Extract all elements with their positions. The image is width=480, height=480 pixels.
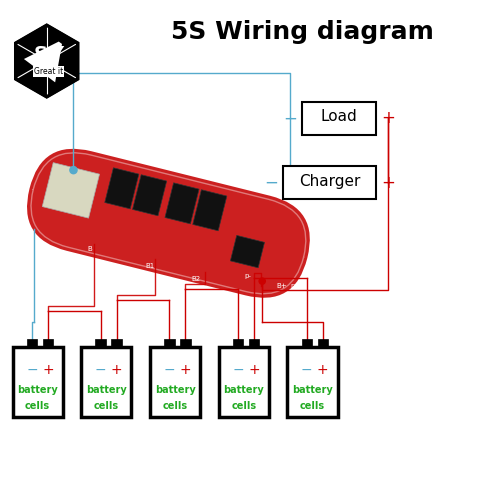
Text: cells: cells <box>25 400 50 410</box>
FancyBboxPatch shape <box>96 339 106 348</box>
FancyBboxPatch shape <box>301 339 312 348</box>
Text: p-: p- <box>244 273 252 279</box>
FancyBboxPatch shape <box>81 348 132 417</box>
Text: +: + <box>381 174 395 192</box>
FancyBboxPatch shape <box>318 339 328 348</box>
Text: +: + <box>317 362 329 376</box>
Text: battery: battery <box>292 385 333 395</box>
Text: cells: cells <box>94 400 119 410</box>
FancyBboxPatch shape <box>42 163 99 218</box>
Text: battery: battery <box>155 385 195 395</box>
FancyBboxPatch shape <box>219 348 269 417</box>
FancyBboxPatch shape <box>283 166 376 199</box>
Text: +: + <box>248 362 260 376</box>
Circle shape <box>69 166 78 174</box>
Polygon shape <box>16 25 78 97</box>
Text: battery: battery <box>17 385 58 395</box>
Text: cells: cells <box>300 400 325 410</box>
FancyBboxPatch shape <box>111 339 122 348</box>
Text: +: + <box>180 362 191 376</box>
Text: −: − <box>301 362 312 376</box>
FancyBboxPatch shape <box>249 339 259 348</box>
FancyBboxPatch shape <box>165 183 199 224</box>
Text: B2: B2 <box>192 276 201 282</box>
Text: −: − <box>283 109 297 127</box>
FancyBboxPatch shape <box>164 339 175 348</box>
Polygon shape <box>24 42 62 83</box>
FancyBboxPatch shape <box>26 339 37 348</box>
Circle shape <box>258 277 266 285</box>
FancyBboxPatch shape <box>43 339 53 348</box>
Text: p+: p+ <box>290 283 301 289</box>
Text: +: + <box>111 362 122 376</box>
Text: +: + <box>42 362 54 376</box>
Text: cells: cells <box>231 400 256 410</box>
Text: B: B <box>87 246 92 252</box>
FancyBboxPatch shape <box>12 348 63 417</box>
FancyBboxPatch shape <box>288 348 337 417</box>
Text: Charger: Charger <box>299 174 360 189</box>
Text: Load: Load <box>321 109 358 124</box>
FancyBboxPatch shape <box>105 168 139 209</box>
Text: 5S Wiring diagram: 5S Wiring diagram <box>170 21 433 45</box>
Text: battery: battery <box>224 385 264 395</box>
FancyBboxPatch shape <box>150 348 200 417</box>
FancyBboxPatch shape <box>230 235 264 268</box>
Text: B+: B+ <box>276 283 287 289</box>
FancyBboxPatch shape <box>233 339 243 348</box>
Text: battery: battery <box>86 385 127 395</box>
Text: +: + <box>381 109 395 127</box>
Text: Great it: Great it <box>34 67 63 76</box>
Text: −: − <box>164 362 175 376</box>
FancyBboxPatch shape <box>193 190 227 231</box>
FancyBboxPatch shape <box>132 175 167 216</box>
FancyBboxPatch shape <box>180 339 191 348</box>
Text: −: − <box>95 362 107 376</box>
Text: cells: cells <box>163 400 188 410</box>
Text: B1: B1 <box>145 264 155 269</box>
Text: −: − <box>232 362 244 376</box>
Text: −: − <box>26 362 38 376</box>
Text: Y: Y <box>49 45 63 64</box>
Text: −: − <box>264 174 278 192</box>
Text: S: S <box>34 45 48 64</box>
FancyBboxPatch shape <box>302 102 376 135</box>
FancyBboxPatch shape <box>27 149 310 298</box>
